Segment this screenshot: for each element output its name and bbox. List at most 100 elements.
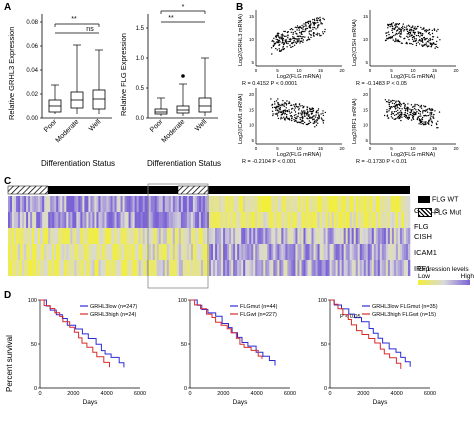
scatter-point	[420, 26, 422, 29]
heatmap-cell	[351, 244, 355, 260]
heatmap-cell	[345, 260, 348, 276]
scatter-point	[301, 120, 304, 122]
heatmap-cell	[405, 212, 409, 228]
heatmap-cell	[285, 196, 288, 212]
heatmap-cell	[277, 244, 280, 260]
scatter-point	[388, 103, 390, 106]
heatmap-cell	[142, 196, 145, 212]
heatmap-cell	[309, 196, 312, 212]
heatmap-cell	[339, 228, 342, 244]
heatmap-cell	[12, 228, 15, 244]
heatmap-cell	[253, 228, 256, 244]
heatmap-cell	[303, 244, 306, 260]
heatmap-cell	[275, 196, 278, 212]
scatter-point	[282, 45, 284, 48]
heatmap-cell	[325, 196, 328, 212]
heatmap-cell	[144, 260, 147, 276]
scatter-point	[283, 105, 286, 107]
scatter-point	[318, 116, 320, 118]
heatmap-cell	[58, 244, 61, 260]
heatmap-cell	[84, 244, 87, 260]
heatmap-cell	[84, 212, 87, 228]
heatmap-cell	[186, 244, 190, 260]
heatmap-cell	[383, 212, 387, 228]
heatmap-cell	[16, 244, 19, 260]
heatmap-cell	[311, 260, 314, 276]
heatmap-cell	[345, 244, 348, 260]
heatmap-cell	[38, 196, 41, 212]
scatter-point	[429, 34, 431, 36]
heatmap-cell	[373, 212, 377, 228]
scatter-point	[394, 106, 396, 108]
heatmap-cell	[128, 244, 131, 260]
heatmap-cell	[126, 260, 129, 276]
scatter-ytick: 15	[363, 107, 369, 112]
scatter-point	[282, 105, 284, 107]
scatter-point	[312, 109, 315, 112]
heatmap-cell	[182, 244, 186, 260]
heatmap-cell	[295, 212, 298, 228]
heatmap-cell	[281, 228, 284, 244]
heatmap-cell	[213, 212, 216, 228]
scatter-point	[279, 38, 281, 40]
heatmap-cell	[311, 212, 314, 228]
heatmap-cell	[335, 196, 338, 212]
scatter-point	[292, 37, 294, 40]
heatmap-cell	[26, 196, 29, 212]
heatmap-cell	[202, 244, 206, 260]
heatmap-cell	[124, 212, 127, 228]
heatmap-cell	[138, 228, 141, 244]
scatter-point	[394, 105, 396, 107]
heatmap-cell	[98, 196, 101, 212]
scatter-point	[425, 31, 427, 33]
heatmap-cell	[315, 244, 318, 260]
scatter-point	[320, 34, 322, 37]
heatmap-cell	[397, 260, 401, 276]
heatmap-cell	[363, 196, 367, 212]
heatmap-cell	[337, 260, 340, 276]
heatmap-cell	[120, 212, 123, 228]
scatter-point	[425, 42, 427, 44]
heatmap-cell	[14, 244, 17, 260]
scatter-point	[317, 108, 320, 110]
legend-expression: Expression levels Low High	[418, 266, 474, 285]
heatmap-cell	[317, 244, 320, 260]
heatmap-cell	[58, 212, 61, 228]
scatter-point	[281, 41, 284, 43]
scatter-point	[281, 103, 283, 106]
heatmap-cell	[46, 196, 49, 212]
heatmap-cell	[351, 212, 355, 228]
heatmap-cell	[104, 196, 107, 212]
heatmap-cell	[94, 212, 97, 228]
heatmap-cell	[168, 212, 172, 228]
scatter-point	[277, 35, 280, 37]
heatmap-cell	[227, 228, 230, 244]
scatter-xtick: 5	[390, 68, 393, 73]
scatter-point	[395, 38, 397, 40]
scatter-point	[303, 23, 305, 25]
highlight-box	[147, 183, 209, 289]
heatmap-cell	[122, 244, 125, 260]
scatter-point	[298, 121, 300, 124]
scatter-point	[321, 118, 323, 121]
category-label: Moderate	[55, 118, 81, 144]
expr-high: High	[460, 273, 474, 280]
scatter-point	[270, 47, 273, 49]
scatter-point	[415, 113, 417, 116]
scatter-point	[406, 25, 408, 27]
scatter-point	[412, 118, 415, 121]
scatter-point	[407, 107, 410, 109]
scatter-point	[283, 35, 286, 37]
survival-ytick: 0	[324, 386, 327, 392]
heatmap-cell	[168, 260, 172, 276]
heatmap-cell	[315, 228, 318, 244]
scatter-point	[414, 103, 416, 106]
heatmap-cell	[263, 228, 266, 244]
heatmap-cell	[184, 244, 188, 260]
category-label: Moderate	[161, 118, 187, 144]
heatmap-cell	[46, 228, 49, 244]
heatmap-cell	[14, 212, 17, 228]
scatter-point	[313, 26, 316, 29]
heatmap-cell	[343, 260, 346, 276]
scatter-point	[273, 44, 275, 46]
